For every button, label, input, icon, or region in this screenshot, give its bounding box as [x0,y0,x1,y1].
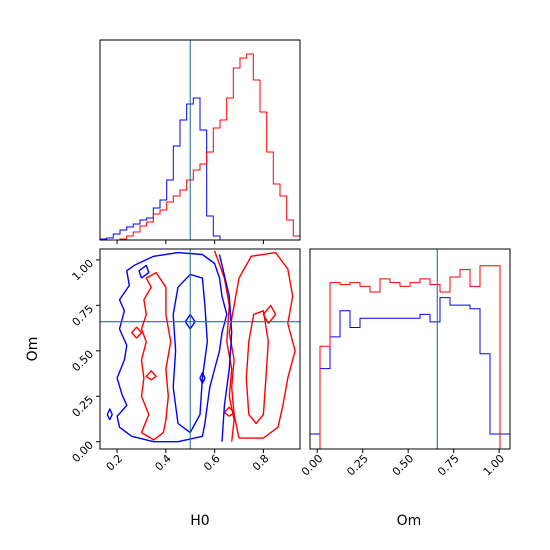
om-histogram-panel: 0.00 0.25 0.50 0.75 1.00 [299,248,511,479]
h0-histogram-red [100,53,300,241]
x-axis-label-h0: H0 [190,513,209,529]
om-x-tick-label-4: 1.00 [481,452,508,479]
om-x-tick-label-2: 0.50 [390,452,417,479]
contour-red-4 [131,326,143,339]
contour-blue-3 [106,408,113,421]
contour-blue-1 [172,273,208,434]
joint-y-tick-label-0: 0.00 [70,439,97,466]
contour-blue-6 [218,254,233,442]
h0-histogram-panel [99,39,301,244]
joint-y-tick-label-2: 0.50 [70,348,97,375]
om-x-tick-label-0: 0.00 [299,452,326,479]
om-histogram-frame [309,248,511,450]
om-histogram-blue [310,297,510,435]
x-axis-label-om: Om [397,513,422,529]
joint-frame [99,248,301,450]
joint-y-tick-label-3: 0.75 [70,302,97,329]
contour-red-5 [223,406,235,417]
joint-x-tick-label-3: 0.8 [250,452,272,474]
contour-blue-0 [116,251,228,443]
contour-red-6 [145,370,157,381]
contour-red-7 [262,304,277,324]
joint-contours [106,250,296,443]
contour-red-0 [140,271,172,441]
joint-x-tick-label-0: 0.2 [104,452,126,474]
contour-red-2 [245,310,269,425]
contour-red-3 [213,250,235,442]
h0-om-contour-panel: 0.2 0.4 0.6 0.8 0.00 0.25 0.50 0.75 1.00 [70,248,301,474]
om-x-tick-label-1: 0.25 [344,452,371,479]
contour-red-1 [228,251,296,439]
contour-blue-4 [199,371,206,384]
contour-blue-5 [138,264,150,279]
joint-x-tick-label-2: 0.6 [201,452,223,474]
om-x-tick-label-3: 0.75 [435,452,462,479]
h0-histogram-frame [99,39,301,241]
y-axis-label-om: Om [25,337,41,362]
joint-y-tick-label-1: 0.25 [70,393,97,420]
om-histogram-red [310,265,510,450]
joint-background [100,249,300,449]
joint-x-tick-label-1: 0.4 [152,452,174,474]
joint-y-tick-label-4: 1.00 [70,257,97,284]
